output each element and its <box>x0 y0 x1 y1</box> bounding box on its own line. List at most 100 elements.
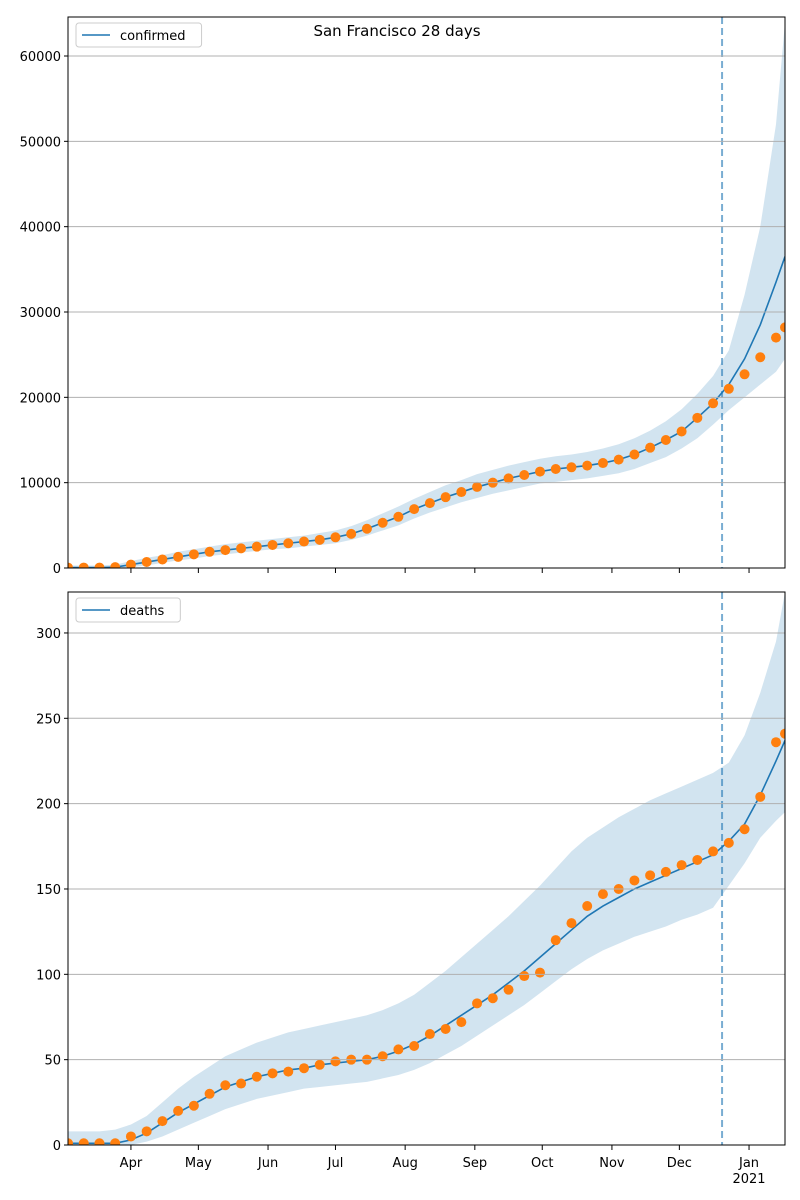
observed-point <box>188 549 199 560</box>
observed-point <box>503 984 514 995</box>
observed-point <box>251 1071 262 1082</box>
observed-point <box>692 412 703 423</box>
y-tick-label: 150 <box>36 883 61 898</box>
chart-title: San Francisco 28 days <box>313 22 480 40</box>
observed-point <box>503 473 514 484</box>
legend-label: deaths <box>120 604 165 619</box>
observed-point <box>582 901 593 912</box>
observed-point <box>440 492 451 503</box>
observed-point <box>141 1126 152 1137</box>
plot-area <box>68 17 785 568</box>
axes-frame <box>67 591 786 1146</box>
observed-point <box>267 539 278 550</box>
observed-point <box>78 562 89 568</box>
observed-point <box>535 466 546 477</box>
observed-point <box>299 1063 310 1074</box>
observed-point <box>267 1068 278 1079</box>
observed-point <box>424 498 435 509</box>
observed-point <box>645 442 656 453</box>
y-tick-label: 20000 <box>20 391 61 406</box>
y-tick-label: 200 <box>36 798 61 813</box>
observed-point <box>78 1138 89 1145</box>
observed-point <box>361 523 372 534</box>
observed-point <box>157 1116 168 1127</box>
x-tick-label: Jan <box>738 1156 759 1171</box>
x-tick-label: Aug <box>392 1156 417 1171</box>
observed-point <box>125 559 136 568</box>
observed-point <box>550 464 561 475</box>
observed-point <box>519 971 530 982</box>
observed-point <box>597 889 608 900</box>
observed-point <box>771 332 782 343</box>
band <box>68 21 785 568</box>
observed-point <box>780 728 785 739</box>
y-tick-label: 250 <box>36 712 61 727</box>
legend-box <box>75 597 181 623</box>
x-tick-label: Nov <box>599 1156 625 1171</box>
observed-point <box>629 449 640 460</box>
y-tick-label: 30000 <box>20 306 61 321</box>
observed-point <box>660 866 671 877</box>
legend: deaths <box>75 597 181 623</box>
x-tick-label: Oct <box>531 1156 553 1171</box>
y-tick-label: 40000 <box>20 221 61 236</box>
observed-point <box>346 528 357 539</box>
observed-point <box>220 1080 231 1091</box>
observed-point <box>330 1056 341 1067</box>
observed-point <box>173 551 184 562</box>
observed-point <box>141 557 152 568</box>
observed-point <box>220 545 231 556</box>
observed-point <box>780 322 785 333</box>
observed-point <box>692 854 703 865</box>
observed-point <box>424 1029 435 1040</box>
observed-point <box>708 846 719 857</box>
observed-point <box>125 1131 136 1142</box>
observed-point <box>708 398 719 409</box>
observed-point <box>723 837 734 848</box>
observed-point <box>487 993 498 1004</box>
observed-point <box>645 870 656 881</box>
observed-point <box>566 462 577 473</box>
observed-point <box>314 1059 325 1070</box>
observed-point <box>739 369 750 380</box>
y-tick-label: 60000 <box>20 50 61 65</box>
legend-box <box>75 22 203 48</box>
x-tick-label: Sep <box>463 1156 488 1171</box>
x-tick-label: Dec <box>667 1156 692 1171</box>
observed-point <box>377 517 388 528</box>
observed-point <box>173 1105 184 1116</box>
observed-point <box>314 534 325 545</box>
y-tick-label: 50 <box>44 1054 61 1069</box>
observed-point <box>723 383 734 394</box>
observed-point <box>204 546 215 557</box>
observed-point <box>456 487 467 498</box>
observed-point <box>94 1138 105 1145</box>
observed-point <box>299 536 310 547</box>
observed-point <box>456 1017 467 1028</box>
observed-point <box>68 562 73 568</box>
observed-point <box>283 538 294 549</box>
observed-point <box>472 998 483 1009</box>
observed-point <box>755 791 766 802</box>
y-tick-label: 300 <box>36 627 61 642</box>
observed-point <box>472 481 483 492</box>
y-tick-label: 0 <box>53 1139 61 1154</box>
legend: confirmed <box>75 22 203 48</box>
observed-point <box>629 875 640 886</box>
observed-point <box>739 824 750 835</box>
x-tick-sublabel: 2021 <box>732 1172 765 1187</box>
observed-point <box>409 504 420 515</box>
observed-point <box>251 541 262 552</box>
observed-point <box>582 460 593 471</box>
observed-point <box>110 562 121 568</box>
y-tick-label: 10000 <box>20 477 61 492</box>
observed-point <box>157 554 168 565</box>
observed-point <box>519 469 530 480</box>
observed-point <box>236 1078 247 1089</box>
observed-point <box>660 434 671 445</box>
x-tick-label: Apr <box>120 1156 143 1171</box>
observed-point <box>440 1023 451 1034</box>
observed-point <box>110 1138 121 1145</box>
observed-point <box>204 1088 215 1099</box>
